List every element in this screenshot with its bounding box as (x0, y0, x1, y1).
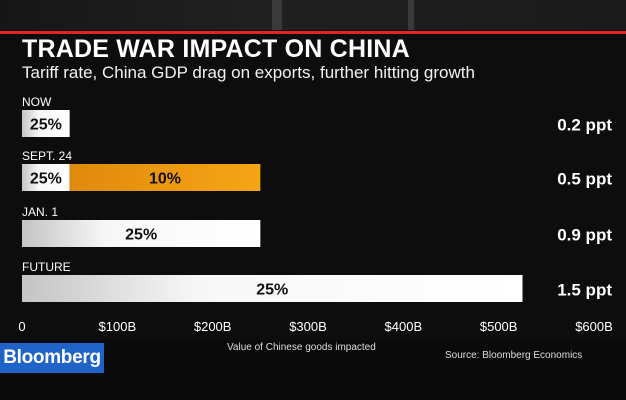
bar-segment (69, 164, 261, 191)
bar-segment (22, 110, 70, 137)
bar-segment (22, 220, 261, 247)
tariff-label: 25% (30, 117, 62, 134)
x-tick-label: $300B (289, 319, 327, 334)
chart-subtitle: Tariff rate, China GDP drag on exports, … (22, 63, 475, 82)
gdp-drag-label: 0.2 ppt (557, 116, 612, 135)
bloomberg-logo: Bloomberg (0, 343, 104, 373)
row-label: FUTURE (22, 260, 71, 274)
row-label: NOW (22, 95, 52, 109)
x-tick-label: $400B (385, 319, 423, 334)
x-tick-label: $600B (575, 319, 613, 334)
x-tick-label: 0 (18, 319, 25, 334)
glass-highlight (408, 0, 414, 30)
row-label: SEPT. 24 (22, 149, 72, 163)
x-tick-label: $200B (194, 319, 232, 334)
gdp-drag-label: 0.9 ppt (557, 226, 612, 245)
row-label: JAN. 1 (22, 205, 58, 219)
tariff-label: 10% (149, 171, 181, 188)
tariff-label: 25% (256, 282, 288, 299)
footer-band (0, 340, 626, 400)
chart-title: TRADE WAR IMPACT ON CHINA (22, 35, 410, 63)
x-tick-label: $500B (480, 319, 518, 334)
glass-highlight (272, 0, 282, 30)
tariff-label: 25% (125, 227, 157, 244)
x-axis-title: Value of Chinese goods impacted (227, 342, 376, 353)
accent-rule (0, 31, 626, 34)
bar-segment (22, 164, 70, 191)
x-tick-label: $100B (99, 319, 137, 334)
gdp-drag-label: 0.5 ppt (557, 170, 612, 189)
source-note: Source: Bloomberg Economics (445, 350, 583, 361)
tariff-label: 25% (30, 171, 62, 188)
bar-segment (22, 275, 523, 302)
top-strip (0, 0, 626, 30)
gdp-drag-label: 1.5 ppt (557, 281, 612, 300)
